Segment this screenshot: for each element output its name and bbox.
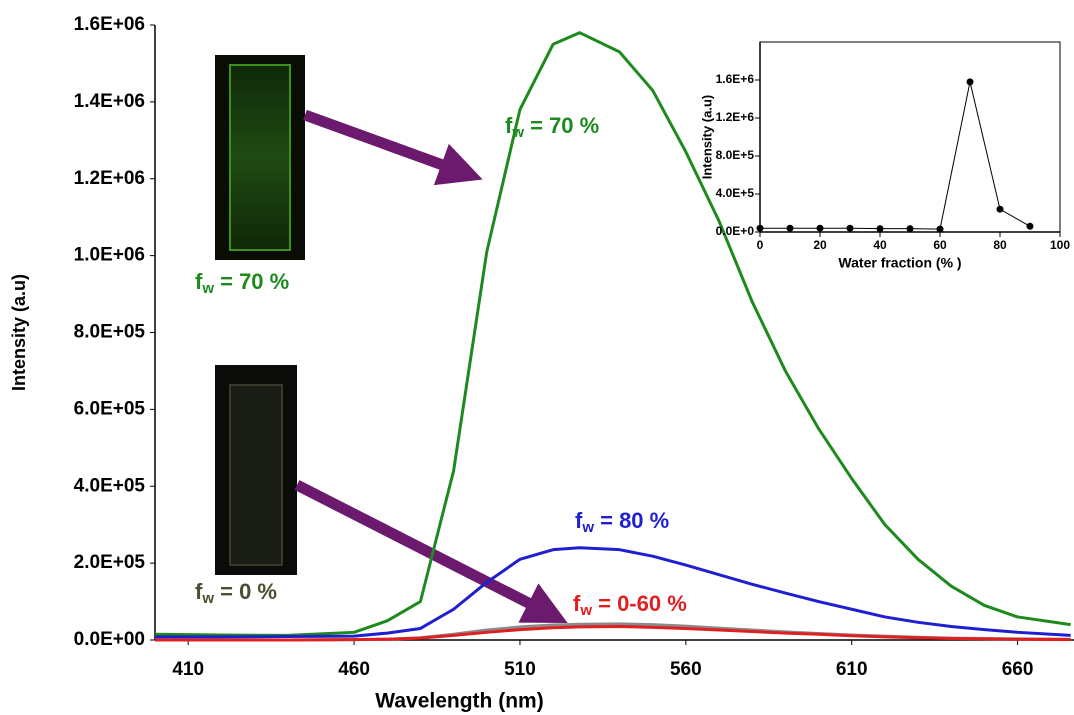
annotation: fw = 70 % [505, 113, 599, 141]
point [786, 224, 794, 232]
annotation-f: f [573, 591, 581, 616]
y-tick-label: 1.0E+06 [74, 245, 145, 266]
y-tick-label: 6.0E+05 [74, 398, 146, 419]
arrow [303, 109, 483, 186]
x-tick-label: 610 [836, 659, 868, 680]
annotation-f: f [195, 269, 203, 294]
x-tick-label: 20 [813, 238, 827, 252]
y-axis-title: Intensity (a.u) [9, 274, 29, 391]
point [996, 205, 1004, 213]
y-tick-label: 1.4E+06 [74, 91, 145, 112]
annotation-sub: w [511, 124, 524, 141]
annotation-rest: = 70 % [214, 269, 289, 294]
y-tick-label: 2.0E+05 [74, 552, 146, 573]
x-tick-label: 560 [670, 659, 702, 680]
point [756, 224, 764, 232]
cuvette-0 [229, 384, 283, 566]
annotation-sub: w [201, 280, 214, 297]
point [876, 225, 884, 233]
series-line [760, 81, 1031, 230]
y-tick-label: 0.0E+0 [716, 224, 755, 238]
annotation-f: f [575, 508, 583, 533]
annotation: fw = 80 % [575, 508, 669, 536]
y-tick-label: 4.0E+05 [74, 475, 146, 496]
annotation-rest: = 80 % [594, 508, 669, 533]
y-tick-label: 1.6E+6 [716, 72, 755, 86]
x-tick-label: 80 [993, 238, 1007, 252]
annotation: fw = 70 % [195, 269, 289, 297]
point [816, 224, 824, 232]
series-line [155, 625, 1071, 642]
arrow [294, 480, 568, 623]
y-tick-label: 8.0E+5 [716, 148, 755, 162]
x-axis-title: Water fraction (% ) [838, 255, 961, 271]
annotation-rest: = 0-60 % [592, 591, 687, 616]
point [936, 225, 944, 233]
inset-frame [759, 41, 1061, 233]
annotation: fw = 0-60 % [573, 591, 687, 619]
y-axis-title: Intensity (a.u) [699, 95, 714, 180]
point [966, 78, 974, 86]
x-tick-label: 100 [1050, 238, 1070, 252]
annotation-rest: = 0 % [214, 579, 277, 604]
annotation-f: f [195, 579, 203, 604]
y-tick-label: 8.0E+05 [74, 322, 146, 343]
series-line [155, 546, 1071, 639]
y-tick-label: 0.0E+00 [74, 629, 145, 650]
x-tick-label: 0 [757, 238, 764, 252]
x-tick-label: 410 [172, 659, 204, 680]
series-line [154, 31, 1071, 637]
cuvette-70 [229, 64, 291, 251]
x-tick-label: 40 [873, 238, 887, 252]
annotation-f: f [505, 113, 513, 138]
y-tick-label: 4.0E+5 [716, 186, 755, 200]
annotation-sub: w [201, 590, 214, 607]
point [1026, 222, 1034, 230]
x-tick-label: 660 [1002, 659, 1034, 680]
x-tick-label: 510 [504, 659, 536, 680]
y-tick-label: 1.6E+06 [74, 14, 145, 35]
annotation: fw = 0 % [195, 579, 277, 607]
x-tick-label: 60 [933, 238, 947, 252]
annotation-sub: w [579, 602, 592, 619]
point [846, 224, 854, 232]
y-tick-label: 1.2E+06 [74, 168, 145, 189]
annotation-rest: = 70 % [524, 113, 599, 138]
annotation-sub: w [581, 519, 594, 536]
y-tick-label: 1.2E+6 [716, 110, 755, 124]
x-tick-label: 460 [338, 659, 370, 680]
x-axis-title: Wavelength (nm) [375, 690, 543, 713]
point [906, 225, 914, 233]
